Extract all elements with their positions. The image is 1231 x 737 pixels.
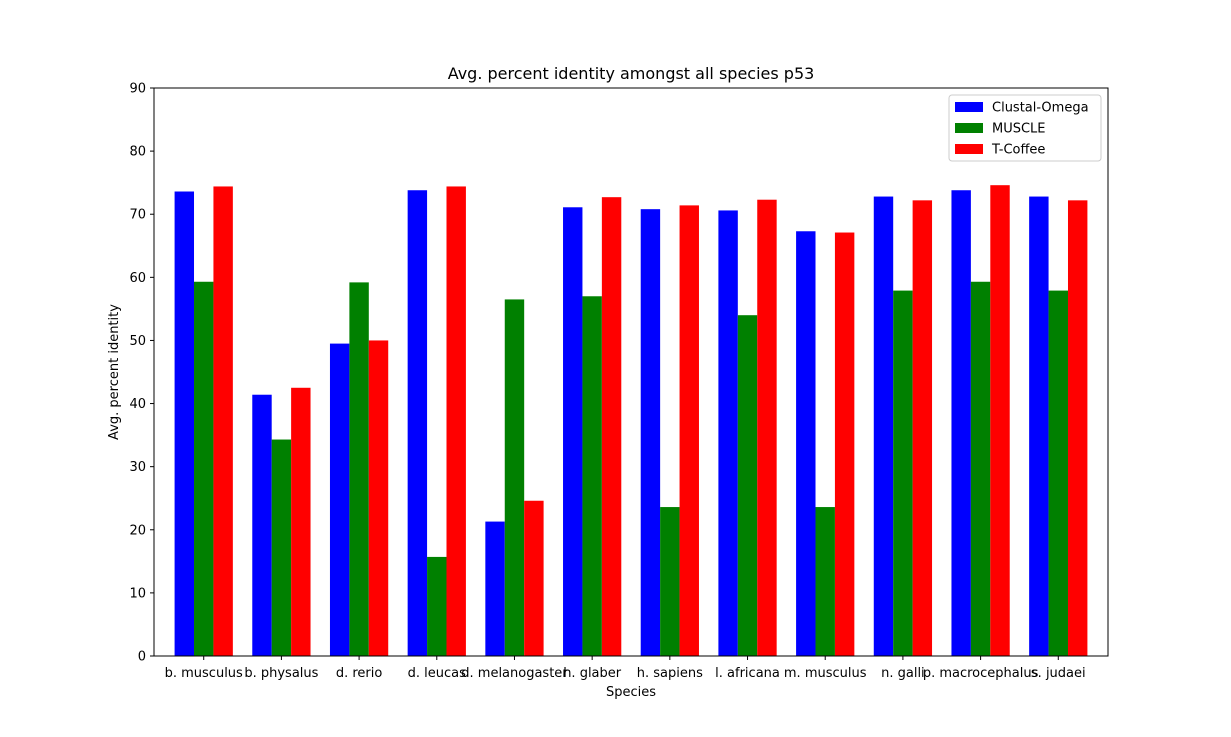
- x-tick-label: d. leucas: [408, 666, 466, 681]
- y-axis-ticks: 0 10 20 30 40 50 60 70 80 90: [129, 82, 154, 665]
- bar-muscle-5: [582, 296, 602, 656]
- bar-clustal-omega-5: [563, 207, 583, 656]
- x-tick-label: d. rerio: [336, 666, 383, 681]
- bar-clustal-omega-2: [329, 343, 350, 656]
- plot-frame: [153, 87, 1109, 657]
- bar-t-coffee-7: [757, 199, 777, 656]
- bar-muscle-7: [737, 315, 758, 656]
- bar-muscle-3: [427, 556, 447, 656]
- bar-t-coffee-3: [446, 186, 466, 656]
- bar-muscle-1: [271, 439, 292, 656]
- y-axis-label: Avg. percent identity: [107, 304, 122, 440]
- bar-t-coffee-5: [601, 197, 622, 656]
- legend-label: Clustal-Omega: [992, 101, 1089, 116]
- y-tick-label: 10: [129, 586, 146, 601]
- x-axis-ticks: b. musculus b. physalus d. rerio d. leucasd…: [165, 656, 1086, 681]
- x-tick-label: p. macrocephalus: [923, 666, 1039, 681]
- legend-box: [948, 94, 1102, 162]
- bar-muscle-0: [194, 281, 214, 656]
- bar-muscle-6: [660, 507, 680, 656]
- bar-t-coffee-0: [213, 186, 233, 656]
- x-tick-label: h. sapiens: [637, 666, 703, 681]
- y-tick-label: 70: [129, 208, 146, 223]
- bar-t-coffee-6: [679, 205, 699, 657]
- bar-clustal-omega-4: [485, 521, 505, 656]
- legend-label: MUSCLE: [992, 122, 1046, 137]
- bar-muscle-11: [1048, 290, 1068, 656]
- bar-clustal-omega-6: [640, 209, 661, 656]
- y-tick-label: 50: [129, 334, 146, 349]
- bar-t-coffee-2: [368, 340, 389, 656]
- bar-clustal-omega-0: [174, 191, 195, 656]
- bar-muscle-9: [893, 290, 913, 656]
- bar-clustal-omega-11: [1029, 196, 1049, 656]
- x-tick-label: h. glaber: [563, 666, 622, 681]
- x-axis-label: Species: [606, 685, 656, 700]
- x-tick-label: m. musculus: [784, 666, 867, 681]
- bar-t-coffee-10: [990, 185, 1010, 657]
- bar-t-coffee-8: [834, 232, 855, 656]
- legend-swatch: [955, 123, 983, 133]
- bar-clustal-omega-10: [951, 190, 971, 657]
- x-tick-label: d. melanogaster: [461, 666, 568, 681]
- legend: Clustal-Omega MUSCLE T-Coffee: [948, 94, 1102, 162]
- bar-muscle-8: [815, 507, 835, 656]
- x-tick-label: s. judaei: [1031, 666, 1086, 681]
- bar-t-coffee-1: [291, 387, 311, 656]
- y-tick-label: 20: [129, 523, 146, 538]
- bar-muscle-10: [970, 281, 991, 656]
- y-tick-label: 0: [138, 650, 146, 665]
- y-tick-label: 90: [129, 82, 146, 97]
- y-tick-label: 80: [129, 145, 146, 160]
- bar-clustal-omega-3: [407, 190, 428, 657]
- bar-group: [174, 185, 1088, 657]
- y-tick-label: 60: [129, 271, 146, 286]
- legend-swatch: [955, 102, 983, 112]
- bar-clustal-omega-1: [252, 394, 272, 656]
- y-tick-label: 30: [129, 460, 146, 475]
- legend-label: T-Coffee: [991, 143, 1045, 158]
- x-tick-label: l. africana: [715, 666, 780, 681]
- bar-t-coffee-4: [524, 500, 544, 656]
- y-tick-label: 40: [129, 397, 146, 412]
- bar-clustal-omega-9: [873, 196, 894, 656]
- bar-clustal-omega-7: [718, 210, 738, 657]
- bar-t-coffee-9: [912, 200, 933, 657]
- bar-muscle-4: [504, 299, 525, 656]
- x-tick-label: n. galli: [881, 666, 925, 681]
- bar-clustal-omega-8: [796, 231, 816, 657]
- x-tick-label: b. musculus: [165, 666, 243, 681]
- x-tick-label: b. physalus: [244, 666, 318, 681]
- bar-muscle-2: [349, 282, 369, 656]
- bar-t-coffee-11: [1067, 200, 1088, 657]
- legend-swatch: [955, 144, 983, 154]
- chart-title: Avg. percent identity amongst all specie…: [448, 64, 815, 83]
